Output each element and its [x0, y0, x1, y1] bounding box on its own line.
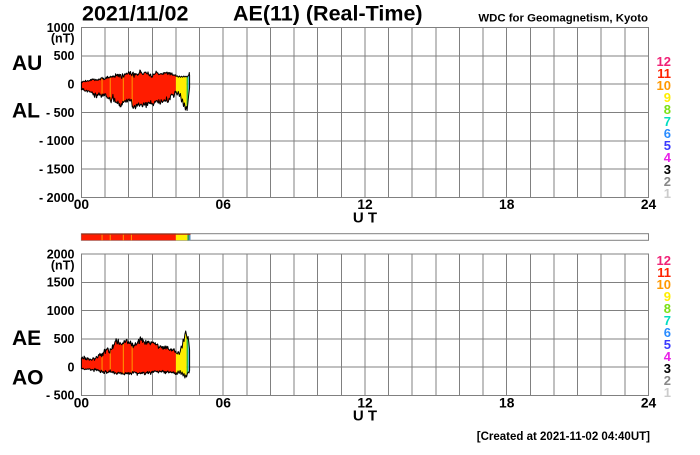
svg-text:5: 5	[664, 337, 671, 352]
svg-text:00: 00	[74, 197, 90, 212]
svg-text:WDC for Geomagnetism, Kyoto: WDC for Geomagnetism, Kyoto	[478, 12, 648, 24]
svg-text:12: 12	[357, 395, 373, 410]
svg-text:0: 0	[68, 361, 75, 375]
svg-text:AU: AU	[12, 52, 42, 75]
svg-text:4: 4	[664, 349, 672, 364]
svg-text:- 1500: - 1500	[39, 163, 74, 177]
svg-text:8: 8	[664, 102, 671, 117]
svg-text:1000: 1000	[47, 21, 75, 35]
svg-text:1000: 1000	[47, 304, 75, 318]
svg-text:AL: AL	[12, 100, 40, 123]
svg-text:8: 8	[664, 301, 671, 316]
svg-text:[Created at 2021-11-02 04:40UT: [Created at 2021-11-02 04:40UT]	[477, 431, 650, 443]
svg-text:U T: U T	[353, 408, 377, 425]
svg-text:10: 10	[657, 277, 671, 292]
svg-text:18: 18	[499, 197, 515, 212]
svg-text:2: 2	[664, 174, 671, 189]
svg-text:1: 1	[664, 385, 671, 400]
svg-text:7: 7	[664, 313, 671, 328]
svg-text:1: 1	[664, 186, 671, 201]
svg-text:11: 11	[657, 66, 671, 81]
svg-text:AE(11) (Real-Time): AE(11) (Real-Time)	[233, 2, 423, 26]
svg-text:12: 12	[357, 197, 373, 212]
svg-text:5: 5	[664, 138, 671, 153]
svg-text:06: 06	[216, 197, 232, 212]
svg-text:4: 4	[664, 150, 672, 165]
svg-text:U T: U T	[353, 210, 377, 227]
svg-text:9: 9	[664, 289, 671, 304]
svg-text:- 500: - 500	[46, 106, 75, 120]
svg-text:24: 24	[641, 395, 657, 410]
svg-text:9: 9	[664, 90, 671, 105]
svg-text:12: 12	[657, 54, 671, 69]
svg-text:10: 10	[657, 78, 671, 93]
svg-text:- 2000: - 2000	[39, 191, 74, 205]
svg-text:0: 0	[68, 78, 75, 92]
svg-text:18: 18	[499, 395, 515, 410]
svg-text:- 500: - 500	[46, 389, 75, 403]
svg-text:500: 500	[54, 49, 75, 63]
svg-text:24: 24	[641, 197, 657, 212]
svg-text:6: 6	[664, 325, 671, 340]
svg-text:3: 3	[664, 162, 671, 177]
svg-text:500: 500	[54, 332, 75, 346]
svg-text:AE: AE	[12, 327, 41, 350]
svg-text:(nT): (nT)	[51, 258, 75, 272]
svg-text:00: 00	[74, 395, 90, 410]
svg-text:11: 11	[657, 265, 671, 280]
svg-text:3: 3	[664, 361, 671, 376]
svg-text:2: 2	[664, 373, 671, 388]
svg-text:- 1000: - 1000	[39, 134, 74, 148]
svg-text:2000: 2000	[47, 248, 75, 262]
svg-text:12: 12	[657, 253, 671, 268]
svg-text:6: 6	[664, 126, 671, 141]
svg-text:06: 06	[216, 395, 232, 410]
svg-text:(nT): (nT)	[51, 32, 75, 46]
svg-text:7: 7	[664, 114, 671, 129]
svg-text:1500: 1500	[47, 276, 75, 290]
svg-text:AO: AO	[12, 367, 44, 390]
svg-text:2021/11/02: 2021/11/02	[82, 2, 188, 26]
